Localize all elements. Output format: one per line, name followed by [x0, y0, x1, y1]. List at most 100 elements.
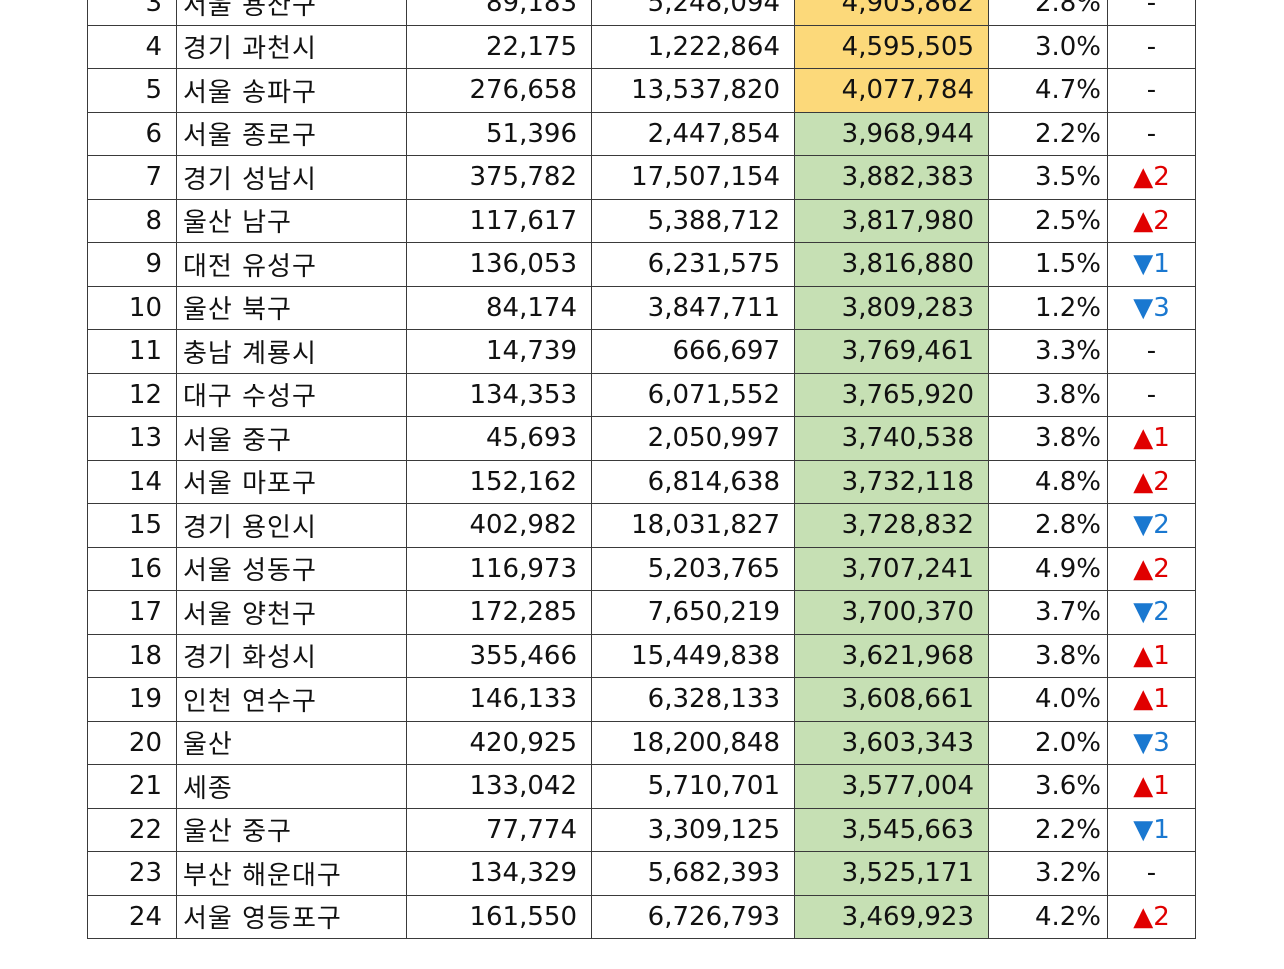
value-cell-2[interactable]: 5,388,712: [591, 198, 795, 243]
value-cell-1[interactable]: 152,162: [406, 459, 592, 504]
rank-cell[interactable]: 14: [87, 459, 177, 504]
value-cell-2[interactable]: 5,682,393: [591, 851, 795, 896]
rank-cell[interactable]: 23: [87, 851, 177, 896]
region-cell[interactable]: 서울 영등포구: [176, 894, 407, 939]
rank-change-cell[interactable]: ▲1: [1107, 633, 1196, 678]
rank-cell[interactable]: 7: [87, 155, 177, 200]
rank-cell[interactable]: 18: [87, 633, 177, 678]
value-cell-1[interactable]: 134,329: [406, 851, 592, 896]
value-cell-1[interactable]: 172,285: [406, 590, 592, 635]
value-cell-2[interactable]: 2,050,997: [591, 416, 795, 461]
value-cell-3[interactable]: 3,765,920: [794, 372, 989, 417]
value-cell-3[interactable]: 3,700,370: [794, 590, 989, 635]
value-cell-1[interactable]: 161,550: [406, 894, 592, 939]
percent-cell[interactable]: 3.5%: [988, 155, 1108, 200]
region-cell[interactable]: 경기 화성시: [176, 633, 407, 678]
value-cell-3[interactable]: 3,525,171: [794, 851, 989, 896]
value-cell-3[interactable]: 3,817,980: [794, 198, 989, 243]
region-cell[interactable]: 서울 마포구: [176, 459, 407, 504]
rank-change-cell[interactable]: -: [1107, 329, 1196, 374]
rank-cell[interactable]: 10: [87, 285, 177, 330]
value-cell-1[interactable]: 276,658: [406, 68, 592, 113]
value-cell-3[interactable]: 4,595,505: [794, 24, 989, 69]
value-cell-1[interactable]: 89,183: [406, 0, 592, 26]
value-cell-2[interactable]: 3,847,711: [591, 285, 795, 330]
region-cell[interactable]: 부산 해운대구: [176, 851, 407, 896]
region-cell[interactable]: 서울 송파구: [176, 68, 407, 113]
value-cell-1[interactable]: 420,925: [406, 720, 592, 765]
value-cell-2[interactable]: 6,726,793: [591, 894, 795, 939]
value-cell-2[interactable]: 13,537,820: [591, 68, 795, 113]
percent-cell[interactable]: 3.6%: [988, 764, 1108, 809]
region-cell[interactable]: 울산 남구: [176, 198, 407, 243]
percent-cell[interactable]: 3.0%: [988, 24, 1108, 69]
rank-change-cell[interactable]: -: [1107, 68, 1196, 113]
value-cell-2[interactable]: 18,031,827: [591, 503, 795, 548]
value-cell-1[interactable]: 136,053: [406, 242, 592, 287]
value-cell-2[interactable]: 15,449,838: [591, 633, 795, 678]
rank-change-cell[interactable]: -: [1107, 111, 1196, 156]
value-cell-2[interactable]: 7,650,219: [591, 590, 795, 635]
value-cell-3[interactable]: 3,603,343: [794, 720, 989, 765]
value-cell-2[interactable]: 18,200,848: [591, 720, 795, 765]
value-cell-3[interactable]: 3,545,663: [794, 807, 989, 852]
percent-cell[interactable]: 4.0%: [988, 677, 1108, 722]
region-cell[interactable]: 대전 유성구: [176, 242, 407, 287]
percent-cell[interactable]: 2.8%: [988, 503, 1108, 548]
rank-cell[interactable]: 3: [87, 0, 177, 26]
region-cell[interactable]: 경기 성남시: [176, 155, 407, 200]
percent-cell[interactable]: 1.5%: [988, 242, 1108, 287]
percent-cell[interactable]: 2.2%: [988, 111, 1108, 156]
value-cell-2[interactable]: 1,222,864: [591, 24, 795, 69]
value-cell-2[interactable]: 17,507,154: [591, 155, 795, 200]
region-cell[interactable]: 서울 중구: [176, 416, 407, 461]
value-cell-1[interactable]: 45,693: [406, 416, 592, 461]
value-cell-3[interactable]: 3,621,968: [794, 633, 989, 678]
rank-change-cell[interactable]: ▲2: [1107, 155, 1196, 200]
value-cell-2[interactable]: 6,814,638: [591, 459, 795, 504]
percent-cell[interactable]: 3.8%: [988, 372, 1108, 417]
percent-cell[interactable]: 3.8%: [988, 416, 1108, 461]
percent-cell[interactable]: 3.7%: [988, 590, 1108, 635]
value-cell-1[interactable]: 402,982: [406, 503, 592, 548]
value-cell-1[interactable]: 355,466: [406, 633, 592, 678]
percent-cell[interactable]: 4.8%: [988, 459, 1108, 504]
value-cell-1[interactable]: 51,396: [406, 111, 592, 156]
rank-change-cell[interactable]: ▲2: [1107, 546, 1196, 591]
value-cell-2[interactable]: 6,071,552: [591, 372, 795, 417]
percent-cell[interactable]: 2.2%: [988, 807, 1108, 852]
region-cell[interactable]: 서울 양천구: [176, 590, 407, 635]
region-cell[interactable]: 세종: [176, 764, 407, 809]
percent-cell[interactable]: 2.5%: [988, 198, 1108, 243]
value-cell-3[interactable]: 3,968,944: [794, 111, 989, 156]
rank-change-cell[interactable]: ▼1: [1107, 242, 1196, 287]
rank-cell[interactable]: 9: [87, 242, 177, 287]
region-cell[interactable]: 대구 수성구: [176, 372, 407, 417]
rank-change-cell[interactable]: ▼3: [1107, 720, 1196, 765]
percent-cell[interactable]: 2.0%: [988, 720, 1108, 765]
value-cell-1[interactable]: 117,617: [406, 198, 592, 243]
rank-cell[interactable]: 12: [87, 372, 177, 417]
value-cell-1[interactable]: 134,353: [406, 372, 592, 417]
value-cell-3[interactable]: 3,740,538: [794, 416, 989, 461]
region-cell[interactable]: 경기 과천시: [176, 24, 407, 69]
rank-cell[interactable]: 13: [87, 416, 177, 461]
value-cell-3[interactable]: 3,469,923: [794, 894, 989, 939]
rank-cell[interactable]: 16: [87, 546, 177, 591]
value-cell-3[interactable]: 3,732,118: [794, 459, 989, 504]
rank-change-cell[interactable]: -: [1107, 851, 1196, 896]
rank-cell[interactable]: 6: [87, 111, 177, 156]
rank-change-cell[interactable]: -: [1107, 0, 1196, 26]
value-cell-2[interactable]: 5,710,701: [591, 764, 795, 809]
region-cell[interactable]: 서울 종로구: [176, 111, 407, 156]
value-cell-3[interactable]: 3,809,283: [794, 285, 989, 330]
rank-change-cell[interactable]: -: [1107, 372, 1196, 417]
percent-cell[interactable]: 4.2%: [988, 894, 1108, 939]
region-cell[interactable]: 울산 중구: [176, 807, 407, 852]
value-cell-2[interactable]: 3,309,125: [591, 807, 795, 852]
percent-cell[interactable]: 3.3%: [988, 329, 1108, 374]
percent-cell[interactable]: 3.8%: [988, 633, 1108, 678]
rank-cell[interactable]: 15: [87, 503, 177, 548]
value-cell-3[interactable]: 4,077,784: [794, 68, 989, 113]
rank-cell[interactable]: 19: [87, 677, 177, 722]
